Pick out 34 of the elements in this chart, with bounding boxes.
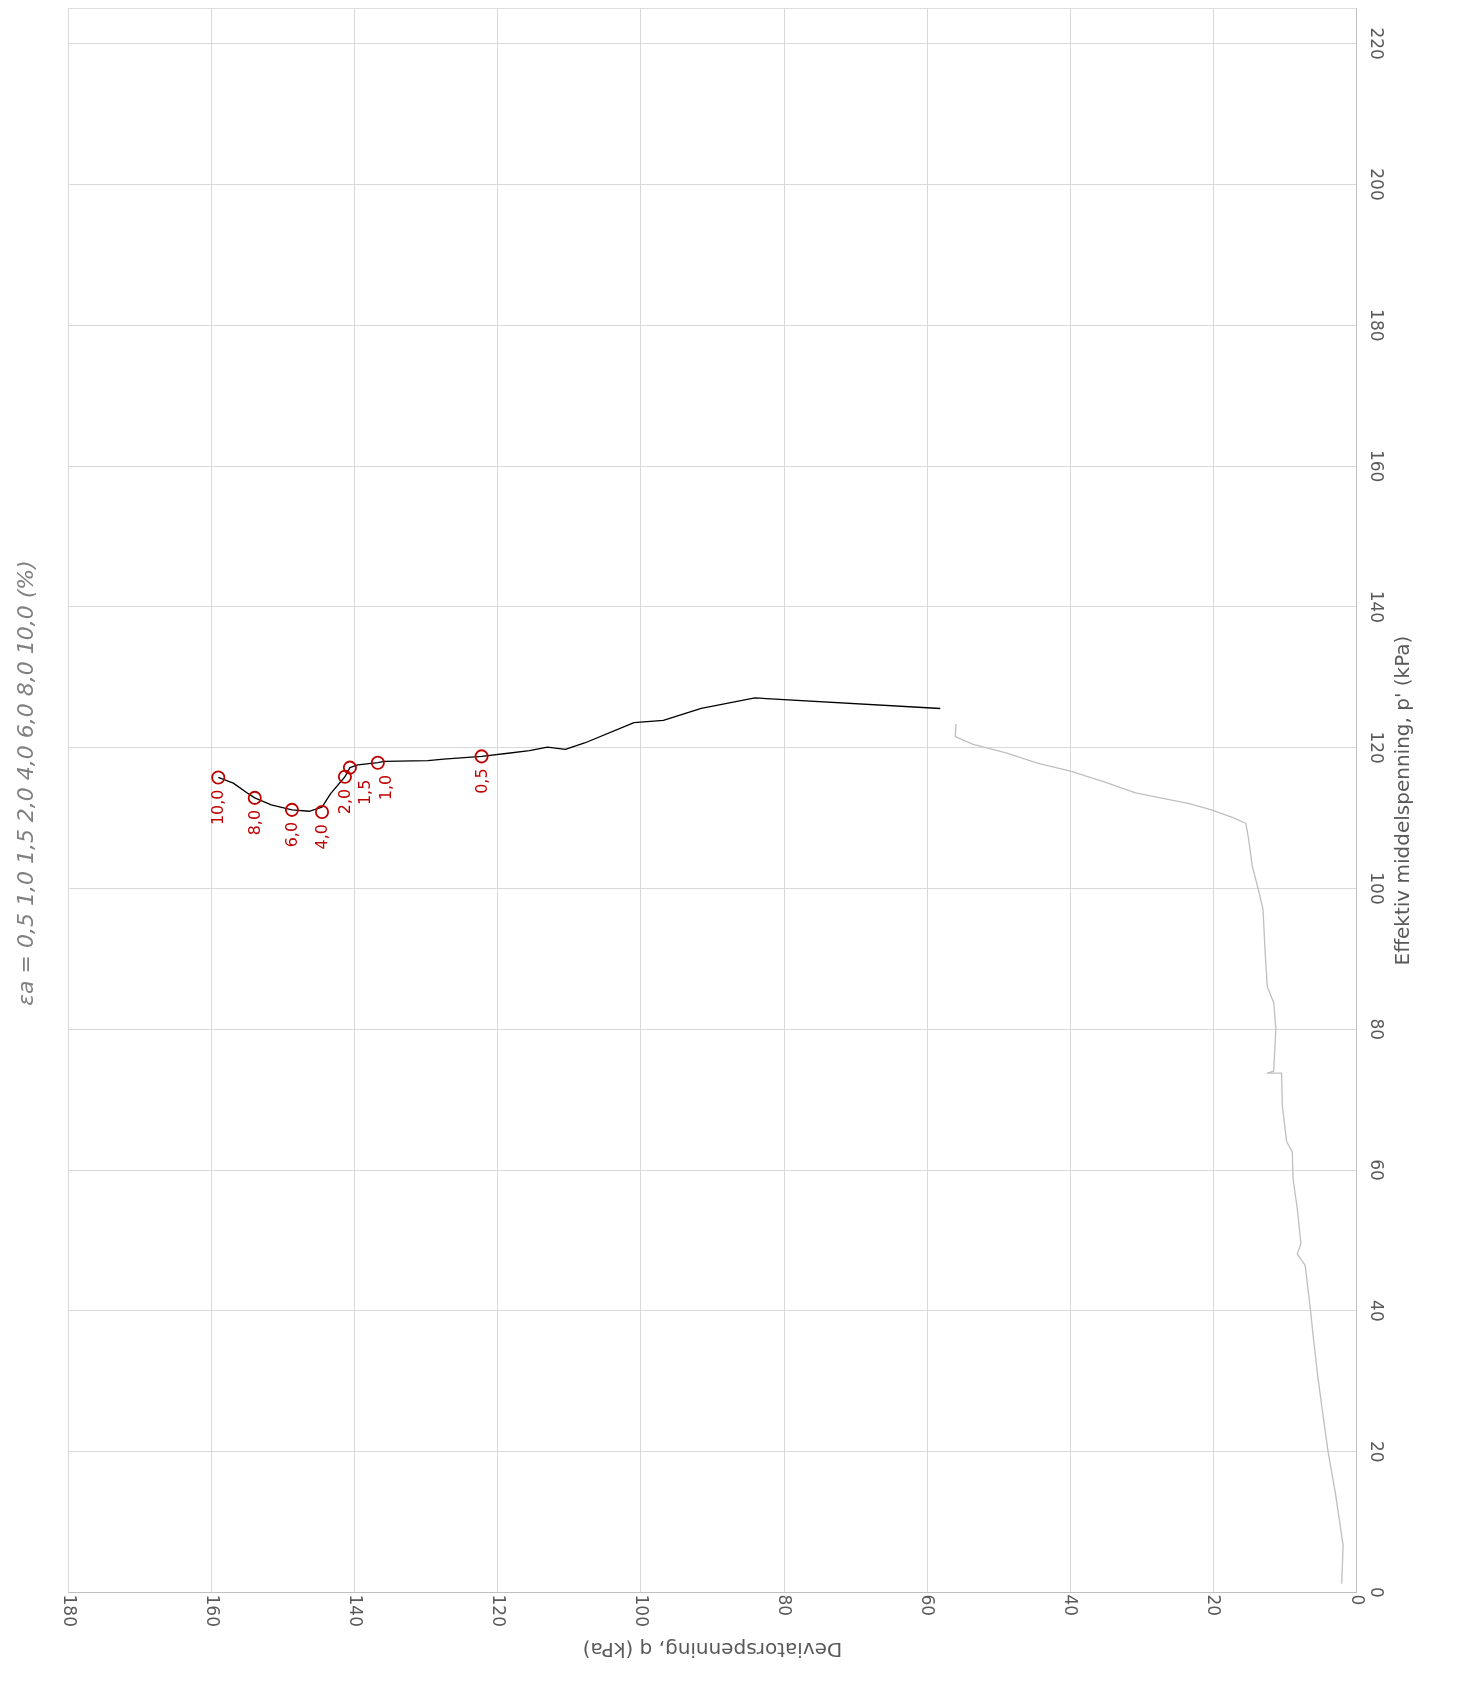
x-tick-label: 100 xyxy=(631,1594,652,1627)
annotation: 1,5 xyxy=(354,779,374,806)
y-tick-label: 160 xyxy=(1366,449,1387,483)
x-tick-label: 20 xyxy=(1204,1594,1225,1617)
y-tick-label: 200 xyxy=(1366,168,1387,201)
annotation: 10,0 xyxy=(208,789,228,826)
annotation: 0,5 xyxy=(471,768,491,794)
y-tick-label: 120 xyxy=(1366,731,1387,764)
x-tick-label: 160 xyxy=(202,1594,223,1627)
y-tick-label: 100 xyxy=(1366,872,1387,905)
y-tick-label: 0 xyxy=(1366,1587,1387,1598)
annotation: 1,0 xyxy=(376,774,396,801)
x-tick-label: 180 xyxy=(59,1594,80,1627)
text: εa = 0,5 1,0 1,5 2,0 4,0 6,0 8,0 10,0 (%) xyxy=(13,560,38,1006)
y-tick-label: 220 xyxy=(1366,27,1387,60)
annotation: 2,0 xyxy=(334,788,354,815)
annotation: 8,0 xyxy=(244,809,264,836)
y-tick-label: 60 xyxy=(1366,1159,1387,1181)
x-axis-title: Deviatorspenning, q (kPa) xyxy=(582,1637,843,1662)
y-tick-label: 140 xyxy=(1366,590,1387,624)
annotation: 6,0 xyxy=(281,821,301,848)
x-tick-label: 0 xyxy=(1347,1594,1368,1606)
y-axis-title: Effektiv middelspenning, p' (kPa) xyxy=(1389,635,1414,966)
annotation: 4,0 xyxy=(312,823,332,850)
x-tick-label: 60 xyxy=(918,1594,939,1617)
y-tick-label: 80 xyxy=(1366,1018,1387,1041)
line-series xyxy=(954,723,1344,1585)
x-tick-label: 40 xyxy=(1061,1594,1082,1617)
x-tick-label: 140 xyxy=(345,1594,366,1627)
y-tick-label: 180 xyxy=(1366,309,1387,342)
x-tick-label: 80 xyxy=(775,1594,796,1617)
y-tick-label: 40 xyxy=(1366,1300,1387,1322)
x-tick-label: 120 xyxy=(488,1594,509,1627)
y-tick-label: 20 xyxy=(1366,1440,1387,1463)
